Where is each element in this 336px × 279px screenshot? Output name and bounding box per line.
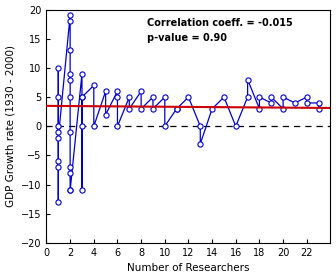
Point xyxy=(68,165,73,169)
Point xyxy=(198,124,203,129)
Point xyxy=(56,159,61,163)
Point xyxy=(115,89,120,93)
Point xyxy=(56,95,61,99)
Point xyxy=(68,19,73,23)
Point xyxy=(115,95,120,99)
Point xyxy=(56,66,61,70)
Point xyxy=(68,13,73,18)
Point xyxy=(316,101,321,105)
Point xyxy=(127,107,132,111)
Point xyxy=(292,101,298,105)
Point xyxy=(79,95,85,99)
Point xyxy=(162,124,167,129)
Point xyxy=(138,89,144,93)
Point xyxy=(268,95,274,99)
Point xyxy=(174,107,179,111)
Point xyxy=(68,71,73,76)
Point xyxy=(281,95,286,99)
Point xyxy=(79,124,85,129)
Point xyxy=(68,95,73,99)
Point xyxy=(138,107,144,111)
Point xyxy=(221,95,227,99)
Point xyxy=(198,141,203,146)
Point xyxy=(245,77,250,82)
Point xyxy=(209,107,215,111)
Text: Correlation coeff. = -0.015: Correlation coeff. = -0.015 xyxy=(147,18,293,28)
Point xyxy=(281,107,286,111)
Point xyxy=(127,95,132,99)
Point xyxy=(245,95,250,99)
Point xyxy=(103,112,108,117)
Point xyxy=(56,124,61,129)
Point xyxy=(56,136,61,140)
Point xyxy=(68,188,73,193)
Point xyxy=(79,71,85,76)
X-axis label: Number of Researchers: Number of Researchers xyxy=(127,263,250,273)
Text: p-value = 0.90: p-value = 0.90 xyxy=(147,33,227,43)
Point xyxy=(79,188,85,193)
Point xyxy=(56,130,61,134)
Point xyxy=(257,107,262,111)
Point xyxy=(56,165,61,169)
Point xyxy=(257,95,262,99)
Point xyxy=(68,48,73,53)
Point xyxy=(56,200,61,205)
Point xyxy=(68,130,73,134)
Point xyxy=(268,101,274,105)
Point xyxy=(91,124,96,129)
Point xyxy=(79,95,85,99)
Point xyxy=(115,124,120,129)
Point xyxy=(186,95,191,99)
Point xyxy=(304,95,309,99)
Point xyxy=(150,95,156,99)
Point xyxy=(233,124,239,129)
Point xyxy=(174,107,179,111)
Point xyxy=(162,95,167,99)
Point xyxy=(68,77,73,82)
Point xyxy=(91,83,96,88)
Y-axis label: GDP Growth rate (1930 - 2000): GDP Growth rate (1930 - 2000) xyxy=(6,45,15,207)
Point xyxy=(68,188,73,193)
Point xyxy=(150,107,156,111)
Point xyxy=(68,171,73,175)
Point xyxy=(316,107,321,111)
Point xyxy=(304,101,309,105)
Point xyxy=(103,89,108,93)
